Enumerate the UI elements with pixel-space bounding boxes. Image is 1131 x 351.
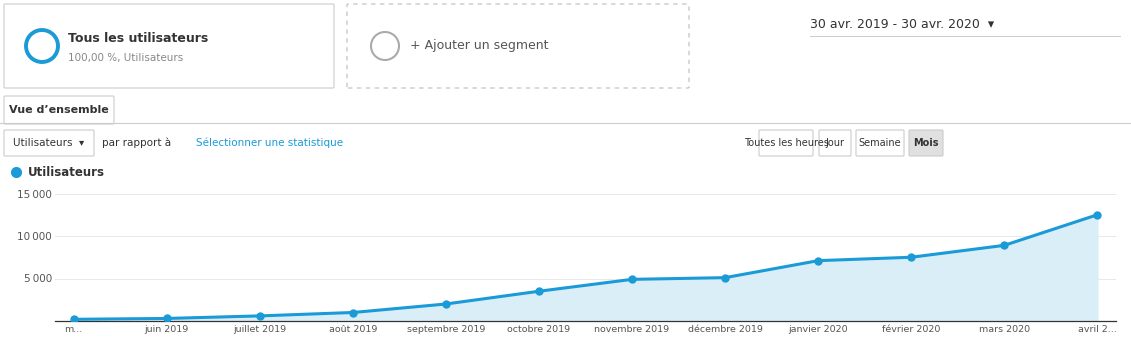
- FancyBboxPatch shape: [819, 130, 851, 156]
- Text: par rapport à: par rapport à: [102, 138, 171, 148]
- Text: Toutes les heures: Toutes les heures: [743, 138, 828, 148]
- Text: Jour: Jour: [826, 138, 845, 148]
- Text: + Ajouter un segment: + Ajouter un segment: [411, 40, 549, 53]
- Text: Utilisateurs  ▾: Utilisateurs ▾: [14, 138, 85, 148]
- FancyBboxPatch shape: [856, 130, 904, 156]
- FancyBboxPatch shape: [909, 130, 943, 156]
- Text: Sélectionner une statistique: Sélectionner une statistique: [196, 138, 343, 148]
- Text: Mois: Mois: [913, 138, 939, 148]
- FancyBboxPatch shape: [5, 96, 114, 124]
- Text: Tous les utilisateurs: Tous les utilisateurs: [68, 32, 208, 45]
- Text: 30 avr. 2019 - 30 avr. 2020  ▾: 30 avr. 2019 - 30 avr. 2020 ▾: [810, 18, 994, 31]
- Text: Utilisateurs: Utilisateurs: [28, 166, 105, 179]
- FancyBboxPatch shape: [5, 4, 334, 88]
- Text: Vue d’ensemble: Vue d’ensemble: [9, 105, 109, 115]
- FancyBboxPatch shape: [347, 4, 689, 88]
- FancyBboxPatch shape: [759, 130, 813, 156]
- FancyBboxPatch shape: [5, 130, 94, 156]
- Text: 100,00 %, Utilisateurs: 100,00 %, Utilisateurs: [68, 53, 183, 63]
- Text: Semaine: Semaine: [858, 138, 901, 148]
